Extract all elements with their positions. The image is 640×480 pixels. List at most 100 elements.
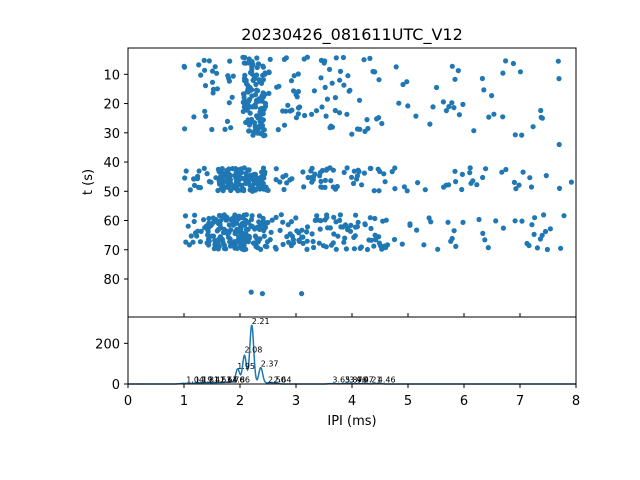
top-y-tick-label: 60	[103, 215, 120, 230]
scatter-point	[273, 177, 279, 183]
scatter-point	[319, 104, 325, 110]
bottom-x-tick-label: 3	[292, 394, 300, 409]
scatter-point	[337, 212, 343, 218]
scatter-point	[342, 235, 348, 241]
scatter-point	[328, 178, 334, 184]
scatter-point	[241, 60, 247, 66]
scatter-point	[368, 237, 374, 243]
bottom-x-tick-label: 5	[404, 394, 412, 409]
scatter-point	[364, 246, 371, 253]
scatter-point	[223, 217, 229, 223]
scatter-point	[413, 113, 419, 119]
scatter-point	[323, 244, 329, 250]
scatter-point	[480, 230, 486, 236]
scatter-point	[336, 110, 343, 116]
top-y-tick-label: 10	[103, 68, 120, 83]
scatter-point	[252, 123, 258, 129]
scatter-point	[311, 244, 317, 251]
scatter-point	[324, 214, 330, 220]
scatter-point	[544, 246, 551, 253]
bottom-y-tick-label: 0	[112, 378, 120, 393]
scatter-point	[215, 166, 221, 172]
scatter-point	[399, 241, 405, 247]
scatter-point	[232, 212, 238, 218]
scatter-point	[556, 141, 562, 148]
scatter-point	[185, 223, 191, 229]
scatter-point	[414, 227, 420, 233]
scatter-point	[332, 107, 338, 114]
scatter-point	[299, 291, 305, 297]
top-y-tick-label: 50	[103, 185, 120, 200]
scatter-point	[333, 246, 339, 252]
scatter-point	[355, 219, 361, 225]
scatter-point	[530, 124, 536, 130]
scatter-point	[346, 88, 352, 94]
scatter-point	[252, 92, 259, 98]
scatter-point	[241, 99, 247, 105]
peak-label: 4.46	[378, 376, 396, 385]
scatter-point	[480, 174, 486, 181]
scatter-point	[516, 182, 522, 188]
scatter-point	[376, 188, 382, 194]
scatter-point	[479, 75, 485, 82]
scatter-point	[256, 223, 263, 229]
scatter-point	[202, 67, 208, 73]
scatter-point	[318, 75, 324, 81]
scatter-point	[333, 55, 339, 61]
scatter-point	[380, 218, 386, 224]
scatter-point	[341, 169, 347, 175]
peak-label: 1.86	[232, 375, 250, 384]
scatter-point	[541, 212, 547, 218]
scatter-point	[240, 186, 246, 192]
scatter-point	[309, 165, 315, 171]
scatter-point	[468, 180, 474, 186]
scatter-point	[353, 212, 359, 218]
scatter-point	[471, 128, 477, 134]
top-y-tick-label: 70	[103, 244, 120, 259]
scatter-point	[376, 77, 382, 83]
scatter-point	[325, 225, 331, 231]
scatter-point	[230, 73, 236, 79]
scatter-point	[404, 188, 410, 194]
peak-label: 1.76	[227, 375, 245, 384]
scatter-point	[296, 238, 302, 244]
scatter-point	[210, 86, 217, 92]
scatter-point	[249, 213, 255, 219]
scatter-point	[216, 212, 223, 219]
scatter-point	[257, 98, 263, 104]
scatter-point	[520, 169, 526, 175]
scatter-point	[258, 246, 264, 252]
scatter-point	[446, 104, 452, 110]
scatter-point	[422, 187, 428, 193]
scatter-point	[367, 215, 373, 221]
scatter-point	[433, 84, 440, 91]
scatter-point	[214, 240, 220, 246]
scatter-point	[221, 245, 228, 252]
scatter-point	[532, 215, 538, 221]
scatter-point	[220, 188, 226, 194]
scatter-point	[254, 55, 260, 61]
peak-label: 3.96	[349, 376, 367, 385]
scatter-point	[435, 246, 441, 252]
scatter-point	[491, 111, 497, 117]
scatter-point	[214, 86, 220, 92]
scatter-point	[344, 111, 350, 117]
scatter-point	[211, 246, 217, 252]
scatter-point	[456, 112, 462, 118]
scatter-point	[224, 118, 231, 124]
scatter-point	[519, 132, 525, 138]
scatter-point	[191, 218, 197, 225]
scatter-point	[512, 132, 518, 138]
scatter-point	[455, 68, 461, 74]
scatter-point	[206, 58, 212, 64]
scatter-point	[226, 100, 232, 106]
scatter-point	[243, 212, 249, 218]
top-y-tick-label: 80	[103, 273, 120, 288]
scatter-point	[267, 56, 273, 63]
scatter-point	[331, 231, 337, 237]
scatter-point	[208, 233, 214, 239]
scatter-point	[234, 171, 240, 177]
scatter-point	[519, 218, 525, 224]
scatter-point	[253, 243, 259, 250]
top-scatter-points	[181, 54, 575, 297]
